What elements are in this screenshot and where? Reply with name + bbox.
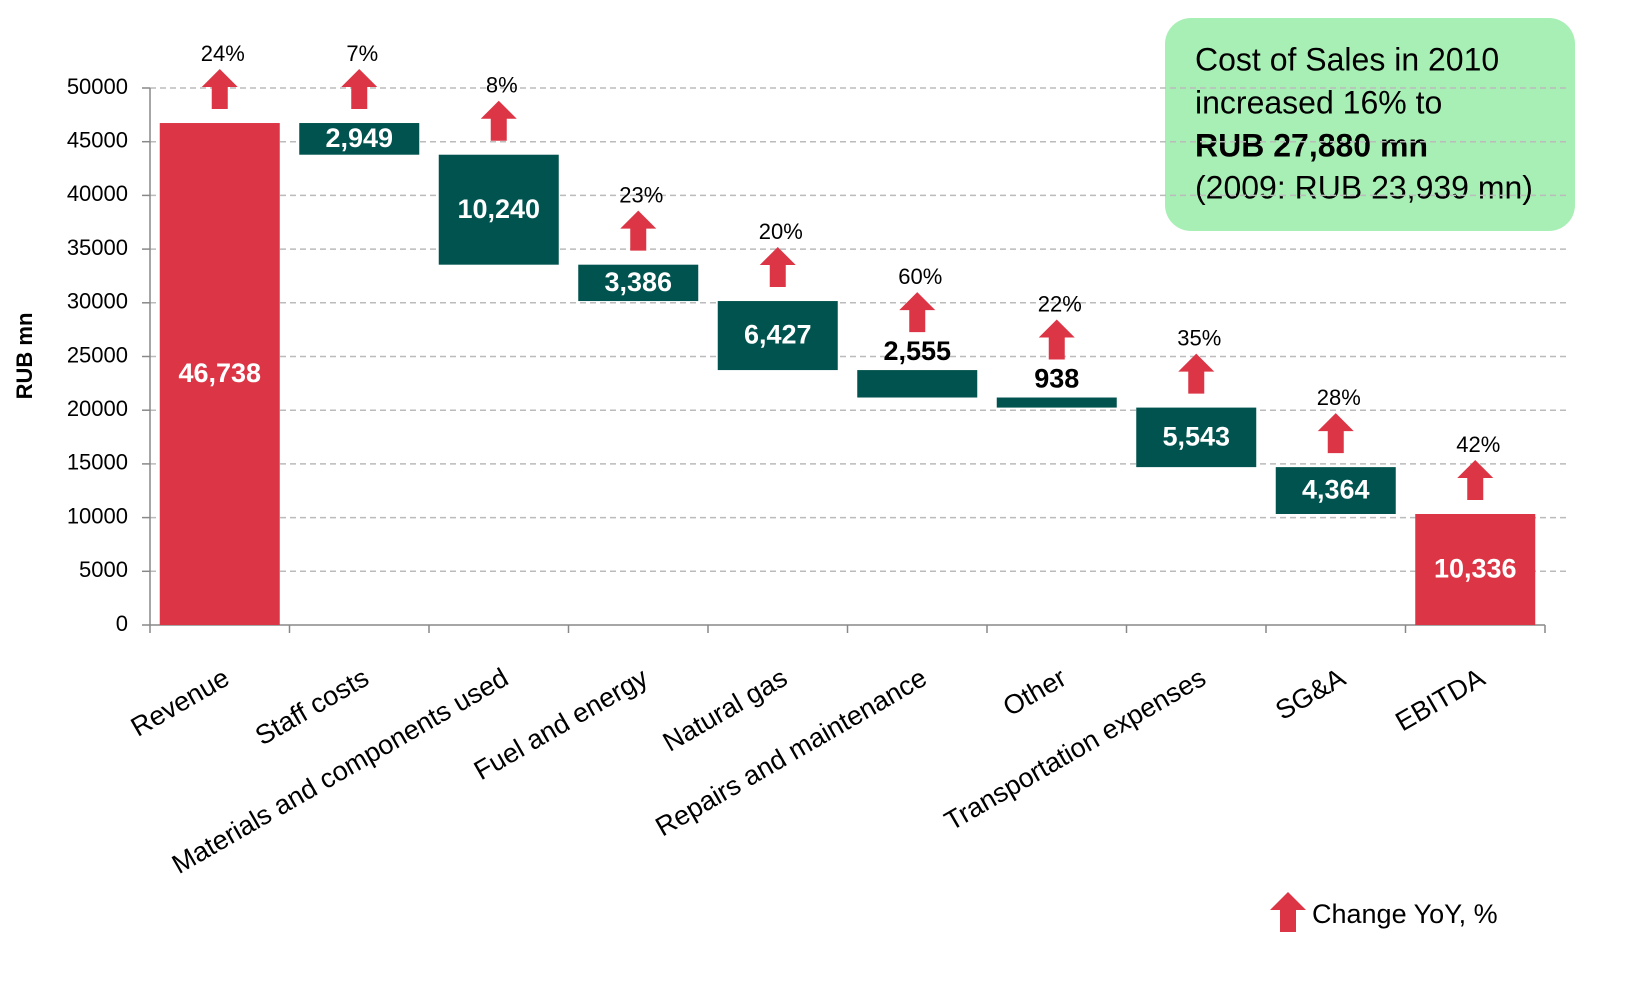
value-label: 46,738 <box>178 358 261 388</box>
change-label: 22% <box>1038 291 1082 316</box>
change-label: 28% <box>1317 385 1361 410</box>
x-tick-label: Transportation expenses <box>939 662 1210 836</box>
y-tick-label: 5000 <box>79 557 128 582</box>
change-arrow <box>480 100 517 141</box>
y-tick-label: 45000 <box>67 128 128 153</box>
x-tick-label: Other <box>998 662 1071 722</box>
bar <box>299 123 420 155</box>
y-axis-label: RUB mn <box>12 313 37 400</box>
bar <box>578 264 699 302</box>
change-label: 60% <box>898 264 942 289</box>
change-label: 7% <box>346 41 378 66</box>
x-tick-label: Natural gas <box>658 662 793 757</box>
y-tick-label: 50000 <box>67 74 128 99</box>
x-tick-label: Repairs and maintenance <box>650 662 931 842</box>
change-label: 8% <box>486 73 518 98</box>
legend-label: Change YoY, % <box>1312 899 1498 929</box>
annotation-line: Cost of Sales in 2010 <box>1195 41 1499 77</box>
x-tick-label: Revenue <box>126 662 235 742</box>
x-tick-label: EBITDA <box>1390 662 1489 737</box>
change-arrow <box>899 292 936 333</box>
annotation-line: (2009: RUB 23,939 mn) <box>1195 169 1533 205</box>
y-tick-label: 15000 <box>67 450 128 475</box>
change-arrow <box>1178 353 1215 394</box>
annotation-line: RUB 27,880 mn <box>1195 127 1428 163</box>
bar <box>1415 513 1536 625</box>
bar <box>1136 407 1257 468</box>
legend-arrow <box>1270 892 1306 932</box>
change-arrow <box>1457 459 1494 500</box>
change-label: 20% <box>759 219 803 244</box>
x-tick-label: SG&A <box>1270 662 1350 725</box>
bar <box>438 154 559 265</box>
bar <box>857 370 978 398</box>
y-tick-label: 10000 <box>67 503 128 528</box>
bar <box>1275 467 1396 514</box>
y-tick-label: 0 <box>116 611 128 636</box>
x-tick-label: Staff costs <box>250 662 374 751</box>
bar <box>996 397 1117 408</box>
value-label: 10,240 <box>457 194 540 224</box>
y-tick-label: 25000 <box>67 342 128 367</box>
change-arrow <box>1317 413 1354 454</box>
y-tick-label: 30000 <box>67 289 128 314</box>
value-label: 6,427 <box>744 320 812 350</box>
change-label: 35% <box>1177 325 1221 350</box>
change-arrow <box>1038 319 1075 360</box>
value-label: 10,336 <box>1434 554 1517 584</box>
y-tick-label: 20000 <box>67 396 128 421</box>
change-arrow <box>620 210 657 251</box>
y-tick-label: 35000 <box>67 235 128 260</box>
value-label: 2,949 <box>325 123 393 153</box>
change-label: 24% <box>201 41 245 66</box>
value-label: 938 <box>1034 364 1079 394</box>
bar <box>159 123 280 626</box>
change-arrow <box>759 247 796 288</box>
value-label: 2,555 <box>883 336 951 366</box>
value-label: 4,364 <box>1302 475 1370 505</box>
y-tick-label: 40000 <box>67 181 128 206</box>
change-arrow <box>341 69 378 110</box>
change-arrow <box>201 69 238 110</box>
annotation-line: increased 16% to <box>1195 84 1442 120</box>
change-label: 23% <box>619 182 663 207</box>
change-label: 42% <box>1456 432 1500 457</box>
annotation-box <box>1165 18 1575 231</box>
value-label: 3,386 <box>604 267 672 297</box>
value-label: 5,543 <box>1162 421 1230 451</box>
bar <box>717 301 838 371</box>
